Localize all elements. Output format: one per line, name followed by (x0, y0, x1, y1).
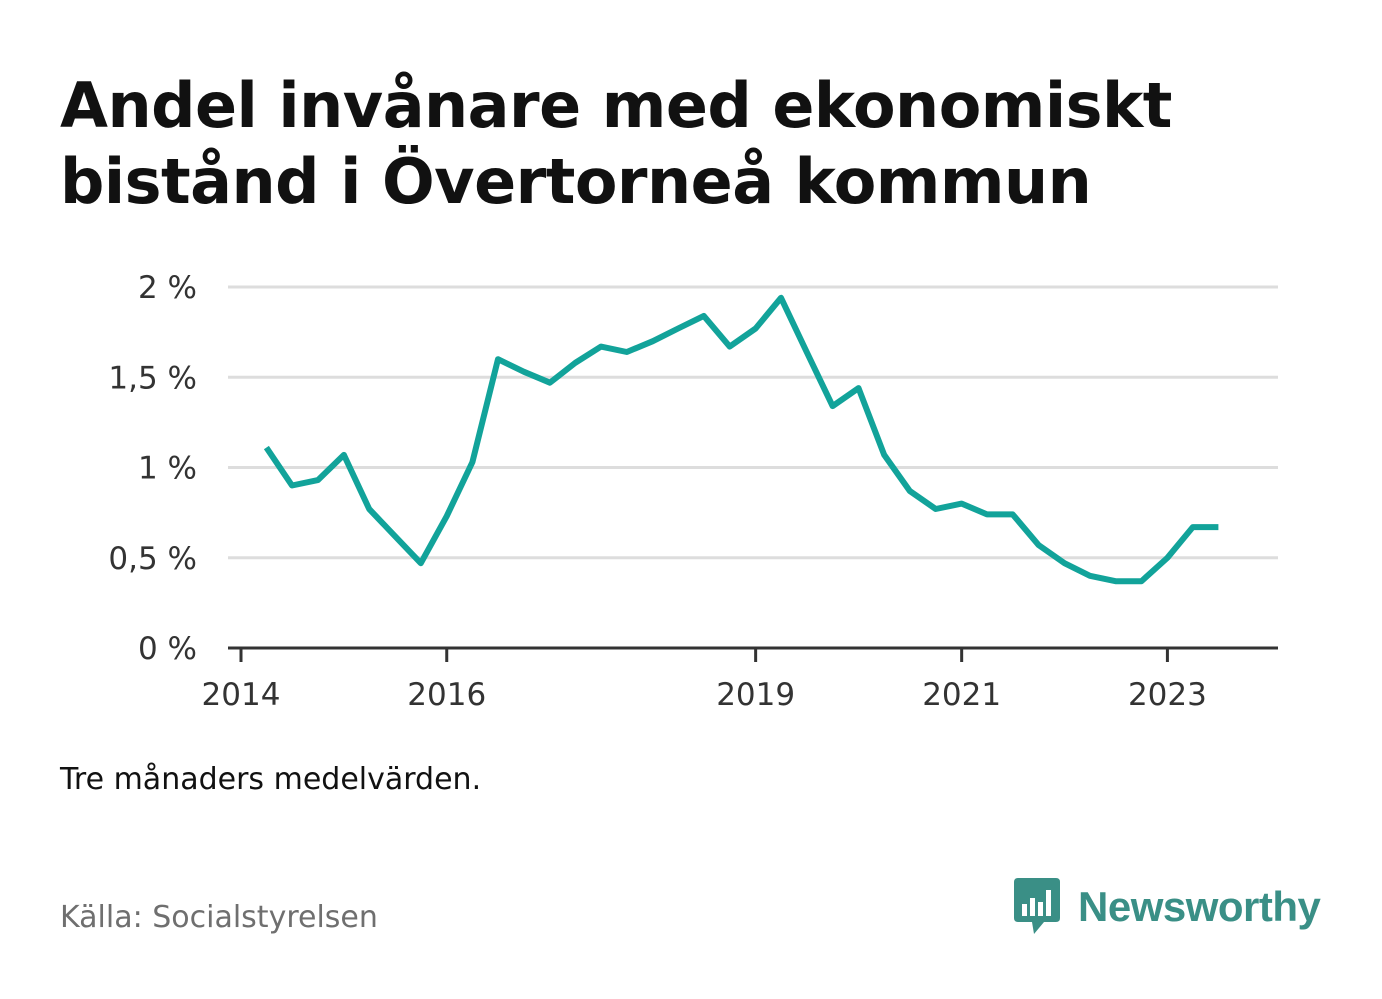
x-tick-label: 2014 (202, 677, 281, 713)
chart-title: Andel invånare med ekonomiskt bistånd i … (60, 69, 1172, 218)
x-tick-label: 2023 (1128, 677, 1207, 713)
source-credit: Källa: Socialstyrelsen (60, 900, 378, 935)
x-tick-label: 2021 (922, 677, 1001, 713)
x-axis: 2014 2016 2019 2021 2023 (202, 646, 1278, 713)
x-tick-label: 2019 (716, 677, 795, 713)
chart-note: Tre månaders medelvärden. (60, 762, 482, 797)
x-tick-label: 2016 (407, 677, 486, 713)
grid-lines (228, 285, 1278, 560)
y-tick-label: 1,5 % (108, 360, 197, 396)
bar-chart-speech-bubble-icon (1014, 878, 1060, 934)
line-chart: 0 % 0,5 % 1 % 1,5 % 2 % 2014 2016 2019 2021 2023 (108, 270, 1278, 713)
series-layer (263, 294, 1219, 585)
y-tick-label: 0,5 % (108, 541, 197, 577)
brand-name: Newsworthy (1078, 883, 1321, 930)
y-tick-label: 1 % (138, 451, 197, 487)
brand-logo: Newsworthy (1010, 876, 1321, 938)
y-axis-tick-labels: 0 % 0,5 % 1 % 1,5 % 2 % (108, 270, 197, 667)
y-tick-label: 0 % (138, 631, 197, 667)
y-tick-label: 2 % (138, 270, 197, 306)
series-line (263, 294, 1219, 585)
